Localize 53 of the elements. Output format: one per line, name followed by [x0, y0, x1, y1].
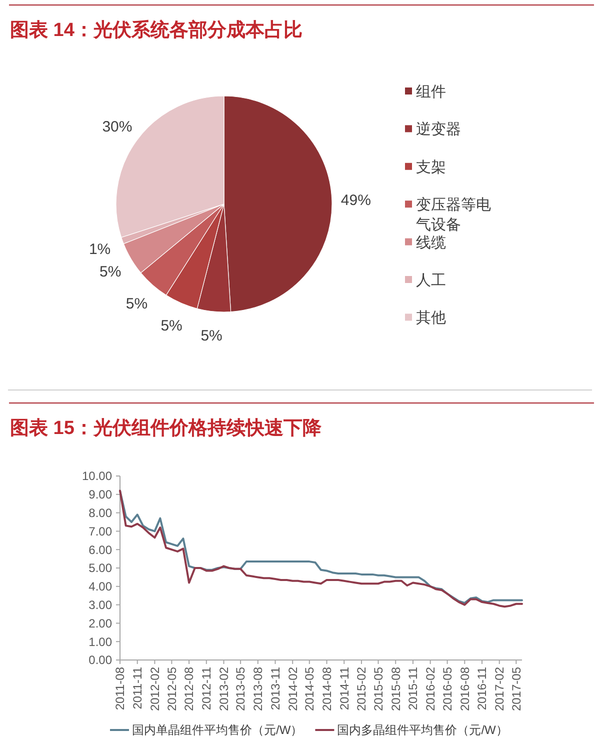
x-tick-label: 2012-08 — [182, 666, 196, 712]
x-tick-label: 2012-05 — [164, 666, 179, 712]
x-tick-label: 2015-11 — [406, 666, 420, 710]
data-label: 49% — [340, 192, 371, 210]
y-tick-label: 6.00 — [88, 542, 112, 557]
x-tick-label: 2016-02 — [424, 666, 438, 712]
y-tick-label: 1.00 — [88, 634, 112, 649]
y-tick-label: 3.00 — [88, 598, 112, 612]
y-tick-label: 2.00 — [88, 616, 112, 630]
legend-label: 国内多晶组件平均售价（元/W） — [337, 723, 508, 738]
x-tick-label: 2014-11 — [337, 666, 352, 710]
y-tick-label: 5.00 — [88, 561, 112, 576]
x-tick-label: 2013-08 — [251, 666, 266, 712]
legend-label: 变压器等电气设备 — [416, 196, 491, 234]
x-tick-label: 2011-08 — [113, 666, 128, 710]
chart-title: 图表 14：光伏系统各部分成本占比 — [10, 19, 302, 41]
y-tick-label: 10.00 — [82, 469, 112, 484]
legend-label: 逆变器 — [416, 121, 461, 138]
y-tick-label: 7.00 — [88, 524, 112, 538]
y-tick-label: 9.00 — [88, 488, 112, 502]
x-tick-label: 2017-02 — [492, 666, 507, 712]
y-tick-label: 0.00 — [88, 653, 112, 668]
chart-title: 图表 15：光伏组件价格持续快速下降 — [10, 417, 322, 439]
x-tick-label: 2016-05 — [440, 666, 454, 712]
legend-label: 其他 — [416, 310, 446, 327]
x-tick-label: 2015-08 — [388, 666, 403, 712]
x-tick-label: 2012-11 — [200, 666, 214, 710]
data-label: 5% — [160, 317, 182, 334]
x-tick-label: 2013-05 — [234, 666, 248, 712]
x-tick-label: 2014-05 — [302, 666, 317, 712]
x-tick-label: 2015-02 — [354, 666, 369, 712]
x-tick-label: 2016-08 — [458, 666, 472, 712]
x-tick-label: 2013-11 — [268, 666, 282, 710]
x-tick-label: 2015-05 — [371, 666, 386, 712]
x-tick-label: 2014-08 — [320, 666, 334, 712]
x-tick-label: 2016-11 — [475, 666, 490, 710]
data-label: 30% — [102, 118, 132, 136]
legend-label: 组件 — [416, 84, 446, 100]
x-tick-label: 2017-05 — [509, 666, 524, 712]
x-tick-label: 2014-02 — [286, 666, 300, 712]
y-tick-label: 4.00 — [88, 580, 112, 594]
data-label: 5% — [100, 263, 122, 280]
legend-label: 人工 — [416, 272, 446, 289]
legend-label: 支架 — [416, 158, 446, 176]
legend-label: 国内单晶组件平均售价（元/W） — [132, 723, 303, 738]
x-tick-label: 2012-02 — [148, 666, 162, 712]
data-label: 5% — [126, 295, 148, 312]
legend-label: 线缆 — [416, 234, 446, 252]
x-tick-label: 2013-02 — [216, 666, 231, 712]
data-label: 5% — [200, 328, 222, 345]
x-tick-label: 2011-11 — [130, 666, 145, 710]
data-label: 1% — [88, 240, 111, 258]
y-tick-label: 8.00 — [88, 506, 112, 520]
